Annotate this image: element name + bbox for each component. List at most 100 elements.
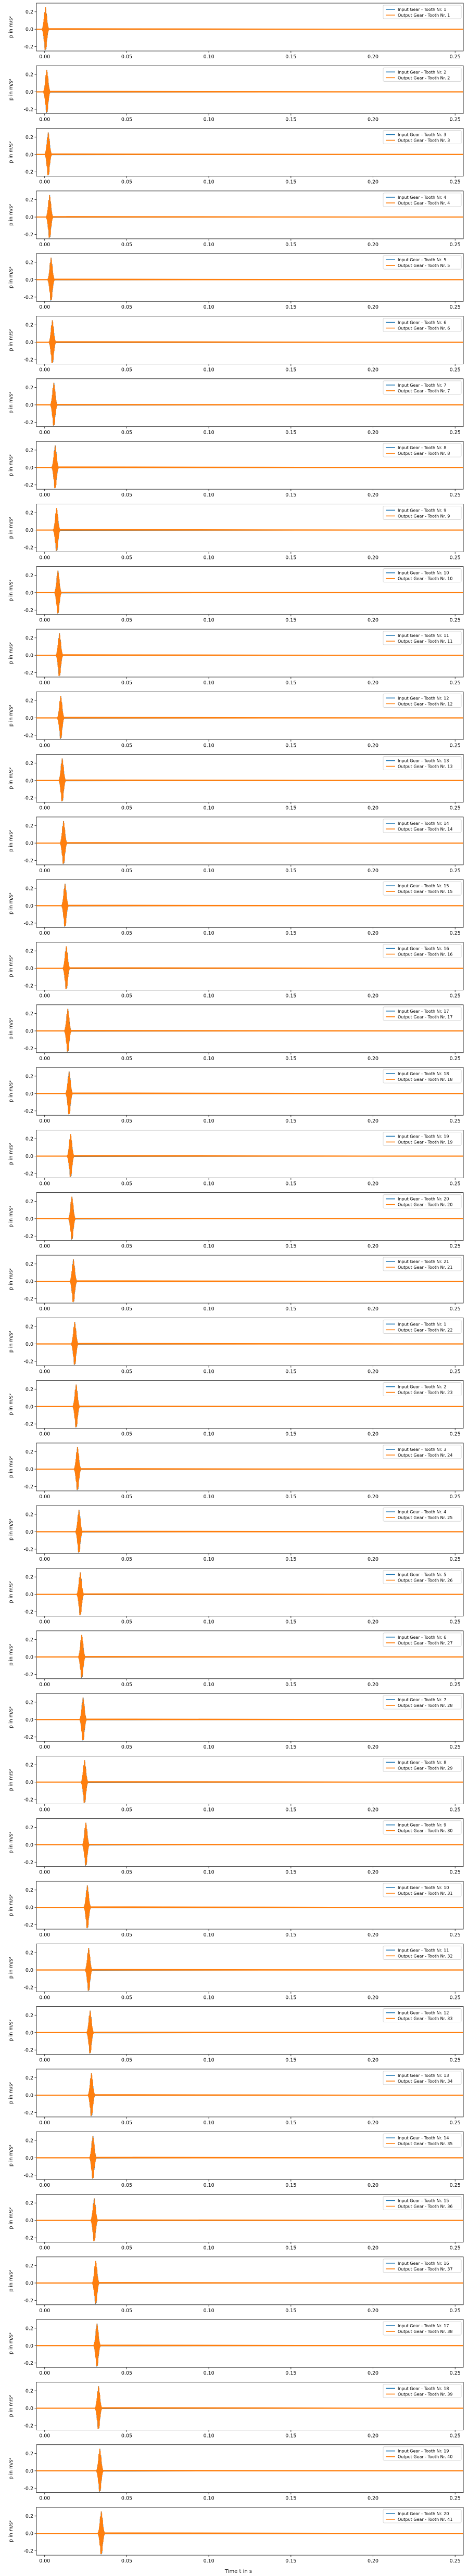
axes-frame	[36, 1693, 464, 1742]
plot-area	[36, 1322, 463, 1365]
x-tick-label: 0.15	[285, 2370, 296, 2376]
legend-box	[383, 819, 462, 833]
y-tick-label: 0.2	[26, 1324, 33, 1330]
x-tick-label: 0.05	[121, 1118, 132, 1124]
y-axis-label: p in m/s²	[8, 767, 14, 789]
x-tick-label: 0.20	[368, 1807, 378, 1813]
x-tick-label: 0.25	[450, 242, 461, 248]
legend-box	[383, 1319, 462, 1334]
x-tick-label: 0.00	[39, 1181, 50, 1187]
x-tick-label: 0.00	[39, 1118, 50, 1124]
legend-box	[383, 1006, 462, 1021]
axes-frame	[36, 1630, 464, 1679]
x-tick-label: 0.00	[39, 2308, 50, 2314]
y-tick-label: 0.0	[26, 1654, 33, 1660]
x-tick-label: 0.10	[204, 743, 214, 748]
y-axis-label: p in m/s²	[8, 329, 14, 351]
x-tick-label: 0.10	[204, 1369, 214, 1374]
x-tick-label: 0.15	[285, 1807, 296, 1813]
plot-area	[36, 821, 463, 864]
y-tick-label: 0.2	[26, 1199, 33, 1205]
y-axis-label: p in m/s²	[8, 79, 14, 100]
legend-box	[383, 1257, 462, 1271]
y-tick-label: 0.2	[26, 9, 33, 15]
y-tick-label: 0.2	[26, 385, 33, 391]
x-tick-label: 0.00	[39, 1682, 50, 1688]
x-tick-label: 0.00	[39, 180, 50, 185]
legend-box	[383, 2321, 462, 2336]
legend-entry-input-label: Input Gear - Tooth Nr. 14	[398, 2136, 449, 2140]
x-tick-label: 0.00	[39, 618, 50, 623]
axes-frame	[36, 1818, 464, 1867]
y-tick-label: 0.2	[26, 511, 33, 516]
plot-area	[36, 132, 463, 176]
x-tick-label: 0.25	[450, 2370, 461, 2376]
y-tick-label: 0.2	[26, 1637, 33, 1643]
legend-box	[383, 318, 462, 332]
legend-entry-input-label: Input Gear - Tooth Nr. 18	[398, 1072, 449, 1076]
x-tick-label: 0.05	[121, 1432, 132, 1437]
y-axis-label: p in m/s²	[8, 705, 14, 726]
x-tick-label: 0.10	[204, 2120, 214, 2126]
x-tick-label: 0.10	[204, 1870, 214, 1876]
y-axis-label: p in m/s²	[8, 2019, 14, 2041]
x-tick-label: 0.15	[285, 242, 296, 248]
x-tick-label: 0.20	[368, 618, 378, 623]
legend-box	[383, 506, 462, 520]
x-tick-label: 0.20	[368, 743, 378, 748]
x-tick-label: 0.25	[450, 930, 461, 936]
x-tick-label: 0.25	[450, 367, 461, 373]
axes-frame	[36, 1255, 464, 1304]
axes-frame	[36, 190, 464, 239]
subplot-6: -0.2 0.0 0.2 0.00 0.05 0.10 0.15 0.20 0.25 p in m…	[8, 316, 464, 373]
y-tick-label: -0.2	[23, 1359, 33, 1364]
x-tick-label: 0.05	[121, 993, 132, 999]
y-axis-label: p in m/s²	[8, 955, 14, 977]
y-axis-label: p in m/s²	[8, 1143, 14, 1165]
x-tick-label: 0.15	[285, 367, 296, 373]
plot-area	[36, 2010, 463, 2054]
legend-box	[383, 1382, 462, 1397]
y-tick-label: -0.2	[23, 2424, 33, 2429]
x-tick-label: 0.10	[204, 1807, 214, 1813]
x-tick-label: 0.05	[121, 180, 132, 185]
x-tick-label: 0.10	[204, 304, 214, 310]
y-axis-label: p in m/s²	[8, 1581, 14, 1603]
axes-frame	[36, 1192, 464, 1241]
legend-entry-output-label: Output Gear - Tooth Nr. 16	[398, 952, 453, 957]
x-tick-label: 0.20	[368, 492, 378, 498]
y-tick-label: -0.2	[23, 858, 33, 864]
x-tick-label: 0.00	[39, 2183, 50, 2188]
legend-entry-input-label: Input Gear - Tooth Nr. 1	[398, 1322, 446, 1327]
legend-entry-input-label: Input Gear - Tooth Nr. 17	[398, 2324, 449, 2328]
legend-box	[383, 2383, 462, 2398]
legend-entry-input-label: Input Gear - Tooth Nr. 21	[398, 1259, 449, 1264]
legend: Input Gear - Tooth Nr. 12 Output Gear - T…	[383, 693, 462, 708]
x-tick-label: 0.25	[450, 1682, 461, 1688]
x-tick-label: 0.25	[450, 54, 461, 60]
y-tick-label: -0.2	[23, 1922, 33, 1928]
x-tick-label: 0.20	[368, 180, 378, 185]
x-tick-label: 0.05	[121, 1619, 132, 1625]
y-axis-label: p in m/s²	[8, 1206, 14, 1228]
x-tick-label: 0.00	[39, 1619, 50, 1625]
plot-area	[36, 2449, 463, 2492]
x-tick-label: 0.00	[39, 1932, 50, 1938]
y-tick-label: 0.0	[26, 1404, 33, 1410]
y-axis-label: p in m/s²	[8, 266, 14, 288]
y-tick-label: -0.2	[23, 1985, 33, 1991]
subplot-14: -0.2 0.0 0.2 0.00 0.05 0.10 0.15 0.20 0.25 p in m…	[8, 817, 464, 874]
subplot-21: -0.2 0.0 0.2 0.00 0.05 0.10 0.15 0.20 0.25 p in m…	[8, 1255, 464, 1312]
y-axis-label: p in m/s²	[8, 16, 14, 38]
y-tick-label: 0.2	[26, 448, 33, 453]
x-tick-label: 0.15	[285, 806, 296, 811]
legend-entry-output-label: Output Gear - Tooth Nr. 24	[398, 1453, 453, 1458]
y-tick-label: 0.0	[26, 1592, 33, 1598]
